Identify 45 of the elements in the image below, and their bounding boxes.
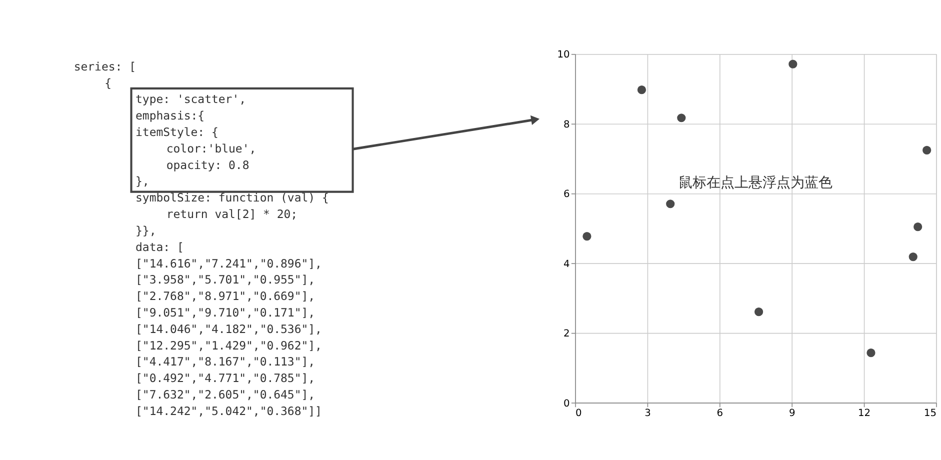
- text: {: [104, 76, 112, 90]
- x-tick-label: 3: [644, 408, 651, 420]
- annotation: 鼠标在点上悬浮点为蓝色: [678, 175, 833, 192]
- text: ["2.768","8.971","0.669"],: [136, 289, 316, 304]
- text: ["0.492","4.771","0.785"],: [136, 371, 316, 386]
- text: ["14.046","4.182","0.536"],: [136, 322, 322, 336]
- point: [637, 86, 646, 94]
- point: [666, 200, 675, 208]
- point: [914, 222, 922, 232]
- text: },: [136, 174, 150, 188]
- text: ["4.417","8.167","0.113"],: [136, 354, 316, 369]
- text: }},: [136, 223, 156, 238]
- y-tick-label: 0: [564, 398, 570, 410]
- text: opacity: 0.8: [166, 158, 250, 172]
- text: ["14.616","7.241","0.896"],: [136, 256, 322, 270]
- text: ["14.242","5.042","0.368"]]: [136, 404, 322, 418]
- text: color:'blue',: [166, 141, 256, 156]
- y-tick-label: 10: [557, 50, 570, 61]
- text: ["3.958","5.701","0.955"],: [136, 272, 316, 287]
- x-tick-label: 0: [576, 408, 582, 420]
- text: series: [: [74, 59, 136, 74]
- point: [908, 252, 918, 262]
- y-tick-label: 2: [564, 328, 570, 340]
- text: itemStyle: {: [136, 125, 218, 140]
- point: [677, 114, 686, 122]
- point: [754, 308, 764, 316]
- point: [922, 146, 932, 154]
- text: type: 'scatter',: [136, 92, 246, 106]
- x-tick-label: 6: [716, 408, 724, 420]
- text: data: [: [136, 240, 184, 254]
- text: symbolSize: function (val) {: [136, 190, 329, 205]
- point: [866, 348, 876, 358]
- text: ["9.051","9.710","0.171"],: [136, 306, 316, 320]
- text: return val[2] * 20;: [166, 207, 298, 222]
- y-tick-label: 4: [564, 258, 570, 270]
- x-tick-label: 9: [788, 408, 796, 420]
- y-tick-label: 6: [564, 189, 570, 200]
- point: [582, 232, 592, 241]
- text: ["7.632","2.605","0.645"],: [136, 388, 316, 402]
- text: ["12.295","1.429","0.962"],: [136, 338, 322, 352]
- x-tick-label: 12: [858, 408, 871, 420]
- point: [788, 60, 798, 68]
- text: emphasis:{: [136, 108, 205, 123]
- y-tick-label: 8: [564, 119, 570, 130]
- x-tick-label: 15: [924, 408, 936, 420]
